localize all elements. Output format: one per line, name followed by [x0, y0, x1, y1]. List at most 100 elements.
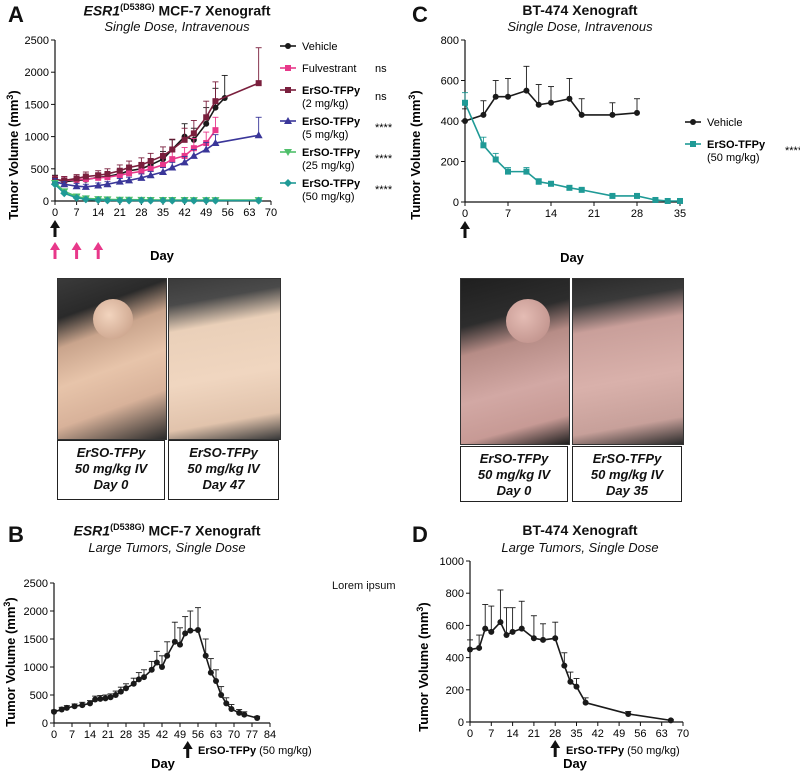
chart-b-series-0-point	[79, 702, 86, 709]
chart-a-series-2-point	[255, 80, 262, 87]
panel-a-title: ESR1(D538G) MCF-7 Xenograft	[52, 2, 302, 19]
chart-d-series-0-point	[540, 636, 547, 643]
chart-b-series-0-point	[182, 630, 189, 637]
panel-d-title: BT-474 Xenograft	[522, 522, 638, 538]
chart-b-xlabel: Day	[151, 756, 176, 771]
panel-letter-c: C	[412, 2, 428, 27]
chart-c-xtick-label: 7	[505, 208, 511, 220]
chart-b-series-0-point	[207, 669, 214, 676]
chart-b-dose-label: ErSO-TFPy (50 mg/kg)	[198, 745, 312, 757]
chart-a: Tumor Volume (mm3) Day 0 500 1000 1500 2000 2…	[5, 35, 393, 263]
chart-a-legend-0-label: Vehicle	[302, 41, 337, 53]
chart-a-series-1-point	[126, 170, 133, 177]
chart-b-xtick-label: 70	[228, 729, 240, 741]
chart-a-legend-1-significance: ns	[375, 63, 387, 75]
chart-a-series-2-point	[95, 172, 102, 179]
chart-c-series-0-point	[505, 93, 511, 100]
chart-a-series-5-point	[159, 196, 167, 205]
chart-a-legend-5-marker	[284, 179, 292, 187]
chart-d-xtick-label: 42	[592, 728, 604, 740]
chart-c-series-1-point	[462, 99, 468, 106]
chart-c: Tumor Volume (mm3) Day 0 200 400 600 800 0 7 14…	[407, 35, 800, 265]
chart-b-series-0-point	[87, 700, 93, 707]
chart-c-plot: 0 200 400 600 800 0 7 14 21 28 35 Vehicle ErSO-TFPy(…	[441, 35, 800, 238]
chart-a-series-5-point	[103, 196, 112, 205]
chart-d-series-0-point	[582, 699, 589, 706]
chart-c-series-1-point	[480, 142, 487, 149]
chart-d-ytick-label: 1000	[440, 556, 464, 568]
chart-c-series-1-point	[652, 196, 659, 203]
chart-d-plot: 0 200 400 600 800 1000 0 7 14 21 28 35 42 49 56 63 70	[440, 556, 689, 757]
chart-b-series-0-line	[53, 629, 258, 719]
photo-c-day35	[572, 278, 684, 445]
chart-a-series-5-point	[115, 196, 124, 205]
chart-a-series-5-point	[254, 196, 263, 205]
chart-c-series-1-point	[523, 168, 530, 175]
chart-a-series-2-point	[160, 152, 166, 159]
chart-d-series-0-point	[667, 717, 674, 724]
chart-b-series-0-point	[102, 695, 109, 702]
chart-a-legend-2-label: ErSO-TFPy	[302, 85, 361, 97]
chart-a-legend-3-marker	[284, 117, 292, 124]
panel-d-subtitle: Large Tumors, Single Dose	[501, 540, 659, 555]
chart-b-ylabel: Tumor Volume (mm3)	[2, 597, 18, 727]
panel-b-title-gene: ESR1	[73, 522, 111, 539]
chart-a-series-2-point	[169, 146, 176, 153]
chart-a-xtick-label: 63	[243, 207, 255, 219]
chart-a-series-1-point	[181, 152, 188, 159]
chart-d-xtick-label: 21	[528, 728, 540, 740]
chart-c-legend-1-label: ErSO-TFPy	[707, 139, 766, 151]
chart-d-series-0-point	[561, 662, 568, 669]
chart-c-ytick-label: 600	[441, 76, 459, 88]
chart-a-series-5-point	[81, 195, 90, 204]
chart-a-series-5-point	[51, 180, 59, 189]
chart-b-series-0-point	[228, 706, 235, 712]
chart-a-ytick-label: 0	[43, 196, 49, 208]
chart-c-xtick-label: 28	[631, 208, 643, 220]
chart-c-series-0-point	[634, 109, 640, 116]
chart-a-xtick-label: 0	[52, 207, 58, 219]
chart-c-ylabel: Tumor Volume (mm3)	[407, 90, 423, 220]
chart-d-ytick-label: 200	[446, 685, 464, 697]
chart-b-series-0-point	[112, 692, 119, 698]
chart-d-dose-label: ErSO-TFPy (50 mg/kg)	[566, 745, 680, 757]
panel-a-title-gene: ESR1	[83, 2, 121, 19]
chart-d-series-0-point	[567, 678, 574, 685]
chart-b: Tumor Volume (mm3) Day ErSO-TFPy (50 mg/…	[2, 578, 312, 771]
chart-b-xtick-label: 42	[156, 729, 168, 741]
chart-c-ytick-label: 400	[441, 116, 459, 128]
chart-a-legend-5-significance: ****	[375, 184, 393, 196]
chart-a-series-1-point	[190, 145, 197, 152]
chart-a-series-0-point	[212, 104, 219, 111]
chart-a-xtick-label: 35	[157, 207, 169, 219]
chart-a-series-5-point	[202, 196, 211, 205]
chart-c-xlabel: Day	[560, 250, 585, 265]
chart-d-ytick-label: 800	[446, 588, 464, 600]
chart-a-legend-2-significance: ns	[375, 91, 387, 103]
chart-c-series-0-point	[548, 99, 554, 106]
panel-a-title-rest: MCF-7 Xenograft	[154, 2, 271, 19]
panel-letter-a: A	[8, 2, 24, 27]
chart-d-series-0-point	[476, 644, 483, 651]
chart-a-series-5-point	[189, 196, 198, 205]
chart-a-legend-4-label: ErSO-TFPy	[302, 147, 361, 159]
chart-a-legend-4-label: (25 mg/kg)	[302, 160, 355, 172]
chart-d-series-0-point	[625, 710, 632, 717]
caption-c-day35: ErSO-TFPy 50 mg/kg IV Day 35	[572, 446, 682, 502]
chart-b-series-0-point	[123, 685, 129, 692]
chart-d-xtick-label: 49	[613, 728, 625, 740]
chart-a-series-5-point	[168, 196, 177, 205]
chart-c-legend-1-label: (50 mg/kg)	[707, 152, 760, 164]
chart-b-series-0-point	[148, 666, 155, 673]
chart-d-series-0-point	[497, 619, 504, 626]
photo-c-day0	[460, 278, 570, 445]
chart-a-xtick-label: 42	[178, 207, 190, 219]
chart-c-series-1-point	[566, 184, 573, 191]
chart-b-ytick-label: 0	[42, 718, 48, 730]
chart-a-series-3-point	[81, 182, 90, 190]
chart-c-xtick-label: 0	[462, 208, 468, 220]
chart-a-series-2-point	[82, 173, 89, 180]
chart-b-series-0-point	[223, 700, 230, 707]
chart-a-xtick-label: 7	[74, 207, 80, 219]
chart-c-dose-arrow-head	[460, 221, 470, 229]
